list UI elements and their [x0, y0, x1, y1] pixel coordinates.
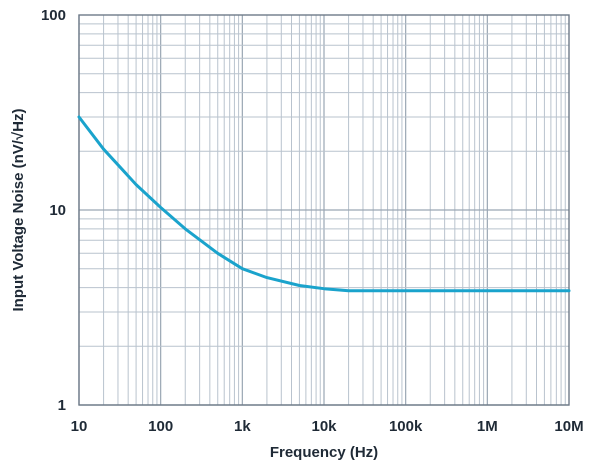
- plot-frame: [78, 14, 570, 406]
- x-axis-title: Frequency (Hz): [270, 444, 378, 461]
- x-tick-label: 1k: [234, 418, 251, 435]
- x-tick-label: 100: [148, 418, 173, 435]
- y-axis-tick-labels: 1 10 100: [41, 7, 66, 414]
- noise-curve: [77, 115, 571, 293]
- y-tick-label: 1: [58, 397, 66, 414]
- x-axis-tick-labels: 10 100 1k 10k 100k 1M 10M: [71, 418, 584, 435]
- x-tick-label: 10M: [554, 418, 583, 435]
- y-tick-label: 100: [41, 7, 66, 24]
- x-tick-label: 100k: [389, 418, 423, 435]
- x-tick-label: 10: [71, 418, 88, 435]
- y-tick-label: 10: [49, 202, 66, 219]
- x-tick-label: 10k: [311, 418, 337, 435]
- grid: [78, 15, 569, 406]
- series-layer: [77, 115, 571, 293]
- y-axis-title: Input Voltage Noise (nV/√Hz): [10, 109, 27, 312]
- x-tick-label: 1M: [477, 418, 498, 435]
